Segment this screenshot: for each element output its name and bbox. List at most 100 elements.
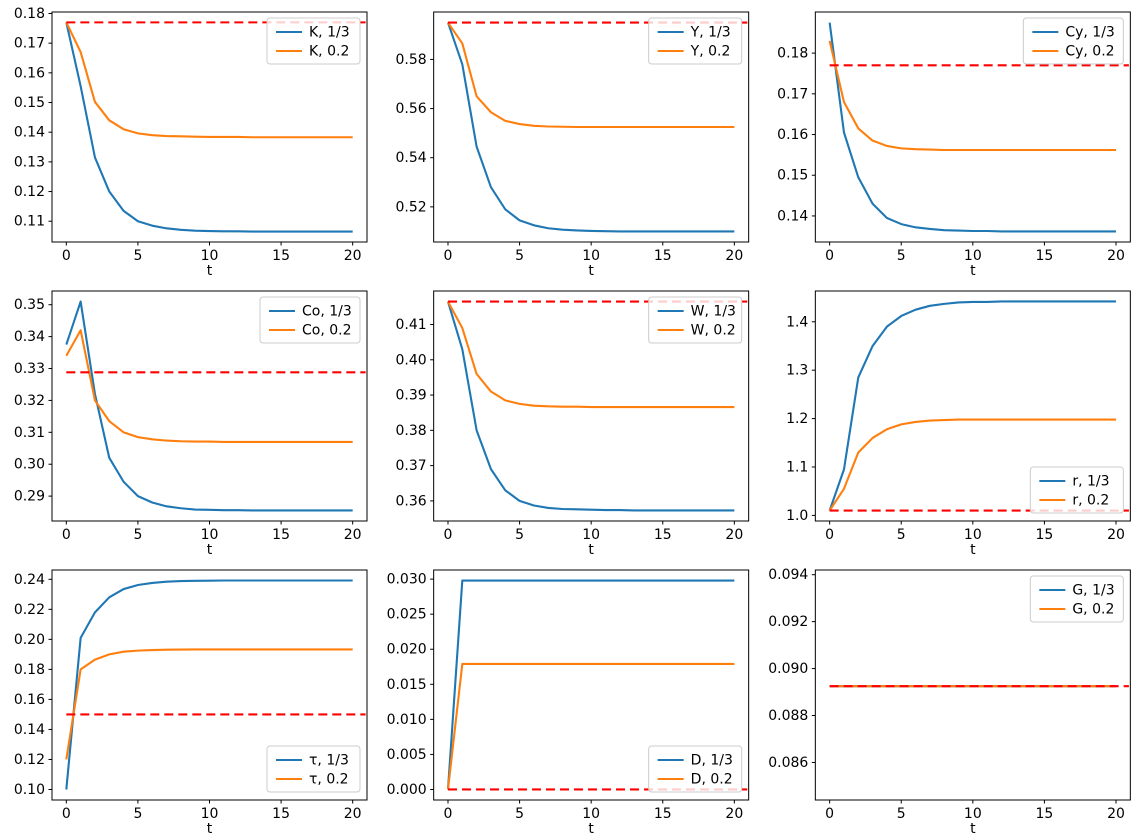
y-tick-label: 0.10: [14, 782, 45, 798]
legend-box: [266, 17, 361, 65]
subplot-D: 0.000 0.005 0.010 0.015 0.020 0.025 0.030 0 5 10 1…: [387, 569, 750, 837]
x-tick-label: 0: [444, 527, 453, 543]
y-tick-label: 0.36: [395, 493, 426, 509]
x-tick-label: 10: [582, 806, 600, 822]
x-tick-label: 0: [825, 806, 834, 822]
subplot-G: 0.086 0.088 0.090 0.092 0.094 0 5 10 15 20 t G, 1/3…: [768, 567, 1131, 837]
x-tick-label: 5: [897, 248, 906, 264]
x-tick-label: 20: [1107, 527, 1125, 543]
y-tick-label: 0.38: [395, 423, 426, 439]
legend-entry-label: Co, 1/3: [302, 304, 352, 320]
series-line-D-third: [446, 579, 735, 790]
series-line-Co-third: [65, 300, 353, 512]
series-line-tau-third: [65, 579, 353, 790]
x-tick-label: 5: [515, 248, 524, 264]
legend-entry-label: Y, 0.2: [690, 44, 731, 60]
legend: K, 1/3 K, 0.2: [266, 17, 361, 65]
y-tick-label: 1.3: [786, 363, 808, 379]
x-tick-label: 10: [201, 248, 219, 264]
x-axis-label: t: [207, 821, 213, 837]
legend-entry-label: K, 0.2: [309, 44, 349, 60]
legend: Y, 1/3 Y, 0.2: [648, 17, 743, 65]
y-tick-label: 0.15: [777, 168, 808, 184]
y-tick-label: 0.020: [387, 642, 427, 658]
y-tick-label: 0.086: [768, 755, 808, 771]
legend-entry-label: W, 0.2: [691, 323, 736, 339]
y-tick-label: 0.18: [14, 662, 45, 678]
x-tick-label: 20: [725, 248, 743, 264]
legend: W, 1/3 W, 0.2: [648, 296, 743, 344]
y-tick-label: 0.41: [395, 317, 426, 333]
x-axis-label: t: [588, 263, 594, 279]
legend: G, 1/3 G, 0.2: [1029, 575, 1124, 623]
y-tick-label: 0.56: [395, 101, 426, 117]
x-tick-label: 20: [344, 248, 362, 264]
y-tick-label: 0.090: [768, 661, 808, 677]
y-tick-label: 1.2: [786, 411, 808, 427]
legend-box: [648, 745, 743, 793]
x-tick-label: 10: [964, 527, 982, 543]
x-axis-label: t: [970, 263, 976, 279]
y-tick-label: 0.11: [14, 214, 45, 230]
legend: Cy, 1/3 Cy, 0.2: [1022, 17, 1124, 65]
x-tick-label: 20: [344, 527, 362, 543]
x-tick-label: 5: [897, 806, 906, 822]
x-tick-label: 15: [1036, 806, 1054, 822]
x-axis-label: t: [970, 542, 976, 558]
y-tick-label: 0.015: [387, 677, 427, 693]
y-tick-label: 0.010: [387, 712, 427, 728]
legend-entry-label: τ, 0.2: [309, 772, 349, 788]
series-line-r-third: [828, 300, 1117, 511]
legend-box: [1029, 466, 1124, 514]
x-tick-label: 15: [654, 527, 672, 543]
legend-entry-label: Cy, 1/3: [1065, 25, 1115, 41]
y-tick-label: 0.31: [14, 425, 45, 441]
y-tick-label: 0.52: [395, 199, 426, 215]
x-tick-label: 5: [515, 806, 524, 822]
y-tick-label: 0.000: [387, 782, 427, 798]
y-tick-label: 0.094: [768, 567, 808, 583]
legend-entry-label: G, 0.2: [1072, 602, 1114, 618]
subplot-K: 0.11 0.12 0.13 0.14 0.15 0.16 0.17 0.18 0 5 10 15 20…: [14, 6, 368, 279]
x-tick-label: 5: [133, 527, 142, 543]
series-line-Cy-third: [828, 22, 1117, 233]
legend: r, 1/3 r, 0.2: [1029, 466, 1124, 514]
legend-entry-label: Co, 0.2: [302, 323, 352, 339]
x-tick-label: 20: [344, 806, 362, 822]
y-tick-label: 0.088: [768, 708, 808, 724]
x-tick-label: 0: [62, 806, 71, 822]
y-tick-label: 0.35: [14, 297, 45, 313]
x-tick-label: 20: [1107, 806, 1125, 822]
y-tick-label: 0.030: [387, 572, 427, 588]
y-tick-label: 0.12: [14, 752, 45, 768]
x-tick-label: 10: [201, 527, 219, 543]
series-line-Y-fifth: [447, 21, 735, 129]
legend-entry-label: τ, 1/3: [309, 753, 349, 769]
x-axis-label: t: [588, 542, 594, 558]
legend-box: [648, 296, 743, 344]
x-axis-label: t: [588, 821, 594, 837]
y-tick-label: 0.17: [14, 36, 45, 52]
series-line-tau-fifth: [65, 648, 353, 760]
legend-entry-label: D, 0.2: [691, 772, 733, 788]
series-line-W-third: [446, 301, 735, 512]
y-tick-label: 0.30: [14, 457, 45, 473]
y-tick-label: 1.0: [786, 508, 808, 524]
legend: τ, 1/3 τ, 0.2: [266, 745, 361, 793]
x-tick-label: 5: [133, 806, 142, 822]
x-tick-label: 15: [654, 248, 672, 264]
y-tick-label: 0.22: [14, 602, 45, 618]
series-line-W-fifth: [447, 301, 735, 409]
y-tick-label: 0.20: [14, 632, 45, 648]
y-tick-label: 1.1: [786, 459, 808, 475]
legend-entry-label: Cy, 0.2: [1065, 44, 1114, 60]
x-tick-label: 10: [582, 248, 600, 264]
x-tick-label: 20: [725, 527, 743, 543]
series-line-r-fifth: [828, 418, 1117, 512]
legend-box: [259, 296, 361, 344]
y-tick-label: 0.18: [777, 46, 808, 62]
y-tick-label: 0.14: [14, 125, 45, 141]
subplot-tau: 0.10 0.12 0.14 0.16 0.18 0.20 0.22 0.24 0 5 10 15 20…: [14, 569, 368, 837]
